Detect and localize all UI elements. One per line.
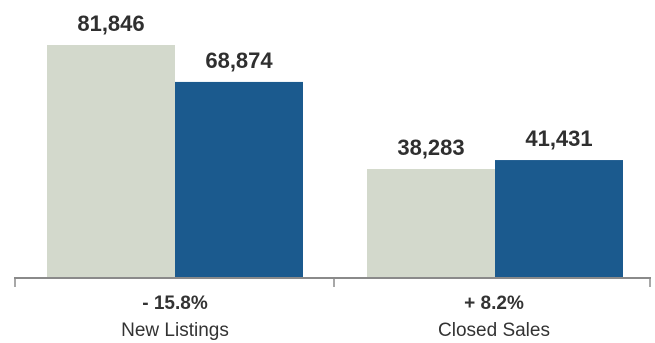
category-change-label: - 15.8% <box>142 293 208 314</box>
bar-value-label: 81,846 <box>77 11 144 36</box>
bar-value-label: 41,431 <box>525 126 592 151</box>
bar <box>47 45 175 278</box>
value-labels-group: 81,846 68,874 38,283 41,431 <box>77 11 592 160</box>
category-label: New Listings <box>121 320 229 341</box>
bar-value-label: 38,283 <box>397 135 464 160</box>
bar <box>495 160 623 278</box>
bars-group <box>47 45 623 278</box>
category-change-label: + 8.2% <box>464 293 524 314</box>
category-label: Closed Sales <box>438 320 550 341</box>
bar-value-label: 68,874 <box>205 48 273 73</box>
bar <box>175 81 303 278</box>
bar <box>367 169 495 278</box>
